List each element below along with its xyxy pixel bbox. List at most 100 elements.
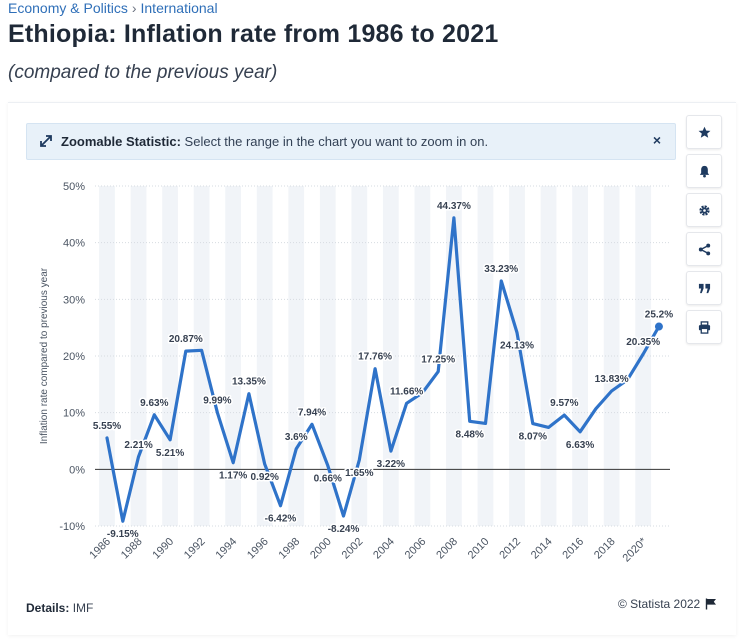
- series-line[interactable]: [105, 216, 661, 523]
- print-button[interactable]: [686, 310, 722, 344]
- data-label-1998: 3.6%: [285, 432, 308, 443]
- data-point-2015[interactable]: [563, 413, 566, 417]
- data-point-2004[interactable]: [389, 449, 393, 453]
- settings-button[interactable]: [686, 193, 722, 227]
- data-point-2019[interactable]: [626, 378, 629, 381]
- y-tick-label: 0%: [69, 464, 85, 476]
- chart-gridlines: [95, 185, 670, 527]
- data-label-1993: 9.99%: [203, 396, 231, 407]
- data-point-2016[interactable]: [578, 430, 582, 433]
- page-title: Ethiopia: Inflation rate from 1986 to 20…: [8, 20, 499, 48]
- copyright-text: © Statista 2022: [618, 597, 701, 611]
- data-point-2005[interactable]: [405, 402, 408, 405]
- y-axis-label: Inflation rate compared to previous year: [39, 267, 50, 444]
- zoom-banner-message: Select the range in the chart you want t…: [184, 134, 489, 149]
- data-label-1987: -9.15%: [107, 529, 139, 540]
- data-label-1999: 7.94%: [298, 407, 326, 418]
- bell-icon: [699, 165, 709, 178]
- data-label-2015: 9.57%: [550, 398, 578, 409]
- data-label-2012: 24.13%: [500, 341, 534, 352]
- y-tick-label: 20%: [63, 351, 85, 363]
- data-point-2011[interactable]: [500, 279, 503, 283]
- details-label: Details:: [26, 601, 70, 615]
- quote-icon: [698, 283, 710, 293]
- data-label-2011: 33.23%: [484, 264, 518, 275]
- close-icon[interactable]: ×: [652, 132, 661, 148]
- data-label-1995: 13.35%: [232, 377, 266, 388]
- flag-icon[interactable]: [705, 598, 717, 610]
- data-label-1989: 9.63%: [140, 398, 168, 409]
- data-label-2002: 1.65%: [345, 468, 373, 479]
- data-point-2013[interactable]: [531, 422, 534, 425]
- data-label-2020: 20.35%: [626, 337, 660, 348]
- data-point-1991[interactable]: [184, 349, 188, 353]
- data-point-1986[interactable]: [105, 436, 109, 440]
- data-point-2018[interactable]: [610, 389, 613, 393]
- y-tick-label: -10%: [59, 521, 85, 533]
- data-label-1991: 20.87%: [169, 334, 203, 345]
- data-point-2006[interactable]: [421, 391, 424, 395]
- data-point-1987[interactable]: [121, 519, 124, 523]
- printer-icon: [698, 320, 710, 334]
- data-point-2009[interactable]: [468, 420, 471, 423]
- y-tick-label: 10%: [63, 408, 85, 420]
- data-label-2003: 17.76%: [358, 352, 392, 363]
- data-point-2008[interactable]: [452, 216, 456, 220]
- data-point-1993[interactable]: [216, 411, 219, 414]
- data-point-1998[interactable]: [295, 447, 298, 451]
- expand-icon: [40, 135, 52, 147]
- chart-background-bands: [99, 186, 652, 526]
- data-point-1990[interactable]: [168, 438, 172, 442]
- data-point-2007[interactable]: [436, 370, 440, 373]
- data-point-1994[interactable]: [231, 461, 235, 464]
- data-label-1997: -6.42%: [265, 514, 297, 525]
- page-subtitle: (compared to the previous year): [8, 62, 278, 83]
- data-point-1996[interactable]: [263, 462, 266, 466]
- data-point-2000[interactable]: [326, 464, 329, 467]
- zoom-banner-text: Zoomable Statistic: Select the range in …: [61, 134, 488, 149]
- data-point-2010[interactable]: [484, 422, 487, 425]
- data-label-1986: 5.55%: [93, 421, 121, 432]
- band-2012: [509, 186, 525, 526]
- data-point-1988[interactable]: [137, 455, 140, 459]
- data-label-1988: 2.21%: [124, 440, 152, 451]
- y-tick-label: 50%: [63, 181, 85, 193]
- data-point-2020[interactable]: [641, 352, 645, 356]
- data-point-2001[interactable]: [342, 514, 345, 518]
- cite-button[interactable]: [686, 271, 722, 305]
- data-label-2007: 17.25%: [421, 355, 455, 366]
- data-point-2002[interactable]: [358, 458, 361, 462]
- star-icon: [698, 126, 710, 138]
- data-point-1992[interactable]: [200, 349, 203, 352]
- data-label-2008: 44.37%: [437, 201, 471, 212]
- data-label-2018: 13.83%: [595, 374, 629, 385]
- data-point-2012[interactable]: [515, 331, 519, 334]
- chart-series[interactable]: [105, 216, 663, 523]
- data-point-2021[interactable]: [654, 322, 663, 331]
- notification-button[interactable]: [686, 154, 722, 188]
- share-button[interactable]: [686, 232, 722, 266]
- data-point-2003[interactable]: [373, 367, 377, 370]
- breadcrumb-link-international[interactable]: International: [140, 0, 218, 16]
- gear-icon: [698, 204, 710, 216]
- chart-data-labels: 5.55% -9.15% 2.21% 9.63% 5.21% 20.87% 9.99% 1.1…: [91, 199, 674, 541]
- breadcrumb-link-economy[interactable]: Economy & Politics: [8, 0, 128, 16]
- data-point-1989[interactable]: [153, 413, 156, 416]
- band-2016: [572, 186, 588, 526]
- data-label-2013: 8.07%: [519, 432, 547, 443]
- data-label-2001: -8.24%: [328, 524, 360, 535]
- breadcrumb-separator-icon: ›: [131, 0, 137, 16]
- data-label-2009: 8.48%: [456, 429, 484, 440]
- y-tick-label: 30%: [63, 294, 85, 306]
- data-point-2017[interactable]: [594, 407, 598, 410]
- data-label-2005: 11.66%: [390, 386, 423, 397]
- y-tick-label: 40%: [63, 238, 85, 250]
- favorite-button[interactable]: [686, 115, 722, 149]
- data-label-2004: 3.22%: [377, 459, 405, 470]
- data-point-1997[interactable]: [279, 504, 282, 507]
- data-point-2014[interactable]: [547, 426, 550, 429]
- data-point-1995[interactable]: [247, 392, 251, 395]
- data-point-1999[interactable]: [310, 423, 314, 426]
- details-section: Details: IMF: [26, 601, 93, 615]
- details-source[interactable]: IMF: [72, 601, 94, 615]
